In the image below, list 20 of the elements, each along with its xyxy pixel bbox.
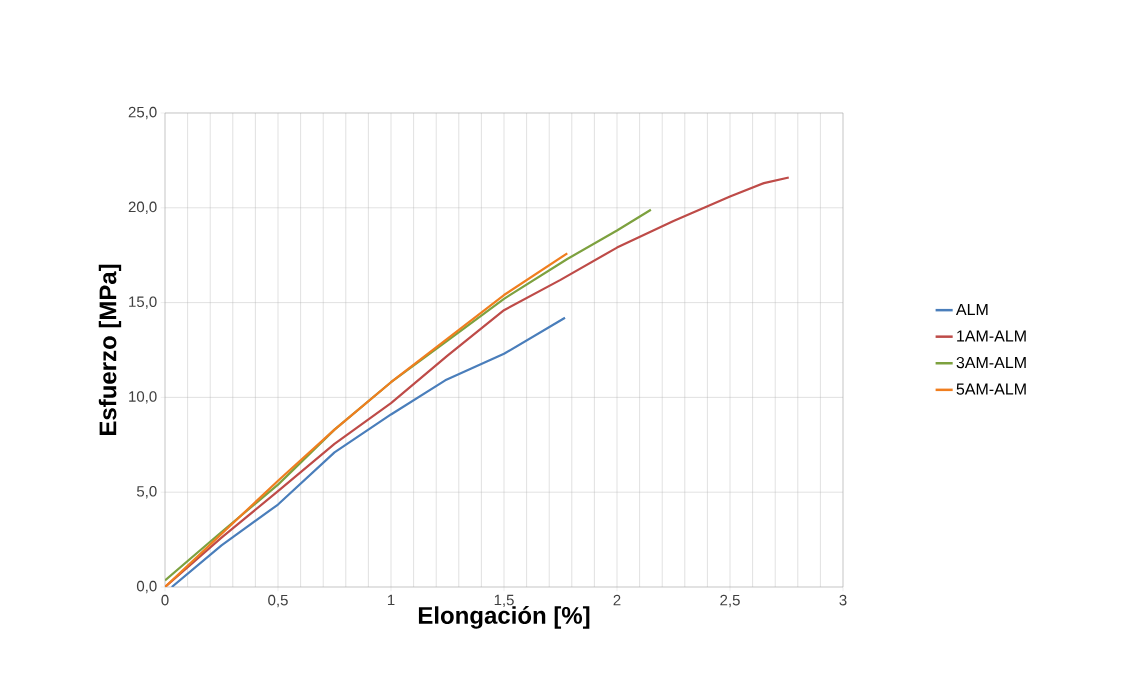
y-tick-label: 0,0: [136, 580, 157, 594]
legend-label: ALM: [955, 303, 988, 315]
x-tick-label: 2,5: [720, 594, 740, 608]
legend-label: 1AM-ALM: [957, 330, 1026, 342]
x-axis-title: Elongación [%]: [418, 606, 590, 629]
x-tick-label: 3: [839, 594, 847, 606]
legend-label: 3AM-ALM: [956, 356, 1026, 369]
x-tick-label: 1: [387, 594, 395, 606]
y-tick-label: 20,0: [128, 201, 157, 214]
y-tick-label: 5,0: [136, 486, 157, 499]
x-tick-label: 0: [161, 594, 169, 606]
legend-label: 5AM-ALM: [956, 383, 1026, 395]
x-tick-label: 1,5: [494, 594, 514, 608]
y-tick-label: 25,0: [128, 106, 157, 120]
x-tick-label: 2: [613, 594, 621, 606]
y-tick-label: 15,0: [129, 296, 157, 309]
y-tick-label: 10,0: [129, 391, 157, 404]
x-tick-label: 0,5: [268, 594, 288, 608]
y-axis-title: Esfuerzo [MPa]: [98, 264, 122, 436]
line-series: [170, 316, 567, 587]
